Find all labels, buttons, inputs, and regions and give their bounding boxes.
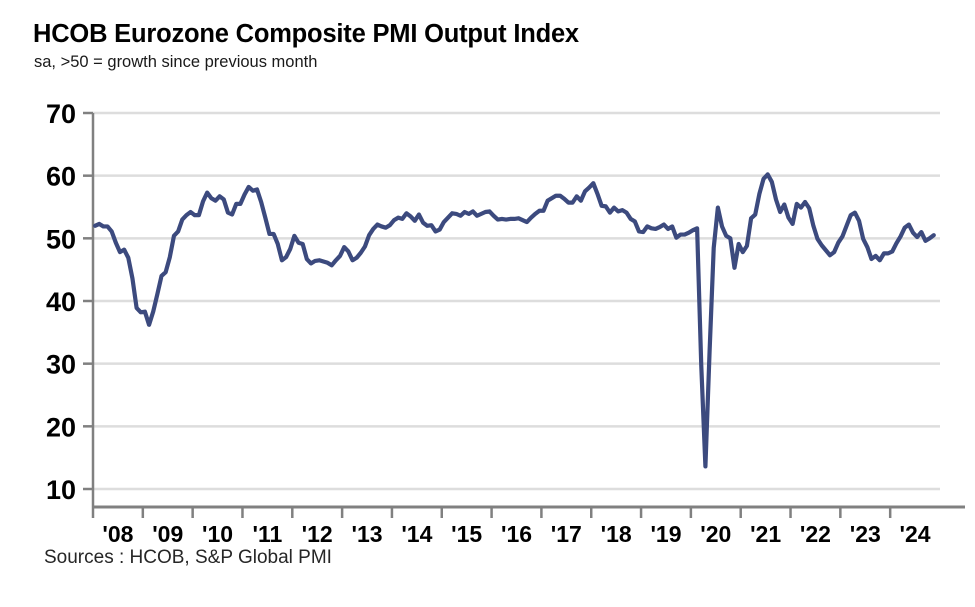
series-line — [92, 172, 936, 469]
x-axis-tick-label: '13 — [351, 521, 382, 547]
chart-axes — [83, 111, 965, 518]
x-axis-tick-label: '22 — [800, 521, 831, 547]
y-axis-tick-label: 30 — [46, 350, 76, 380]
x-axis-tick-label: '08 — [102, 521, 133, 547]
x-axis-tick-label: '14 — [401, 521, 432, 547]
x-axis-tick-label: '21 — [750, 521, 781, 547]
chart-subtitle: sa, >50 = growth since previous month — [34, 53, 318, 71]
x-axis-tick-label: '17 — [551, 521, 582, 547]
y-axis-tick-label: 10 — [46, 475, 76, 505]
x-axis-tick-label: '19 — [650, 521, 681, 547]
x-axis-tick-label: '16 — [501, 521, 532, 547]
y-axis-tick-label: 20 — [46, 412, 76, 442]
y-axis-tick-label: 70 — [46, 99, 76, 129]
y-axis-tick-labels: 10 20 30 40 50 60 70 — [46, 99, 76, 505]
page-title: HCOB Eurozone Composite PMI Output Index — [33, 20, 579, 48]
pmi-series-line — [92, 172, 936, 469]
x-axis-tick-label: '24 — [900, 521, 931, 547]
y-axis-tick-label: 60 — [46, 162, 76, 192]
y-axis-tick-label: 50 — [46, 224, 76, 254]
x-axis-tick-label: '12 — [302, 521, 333, 547]
y-axis-tick-label: 40 — [46, 287, 76, 317]
x-axis-tick-label: '10 — [202, 521, 233, 547]
x-axis-tick-label: '20 — [700, 521, 731, 547]
gridlines — [93, 111, 940, 491]
x-axis-tick-label: '11 — [252, 521, 282, 547]
x-axis-tick-label: '23 — [850, 521, 881, 547]
x-axis-tick-labels: '08 '09 '10 '11 '12 '13 '14 '15 '16 '17 '18 '19 '20 '… — [102, 521, 930, 547]
chart-source-note: Sources : HCOB, S&P Global PMI — [44, 547, 332, 568]
x-axis-tick-label: '18 — [601, 521, 632, 547]
x-axis-tick-label: '15 — [451, 521, 482, 547]
x-axis-tick-label: '09 — [152, 521, 183, 547]
